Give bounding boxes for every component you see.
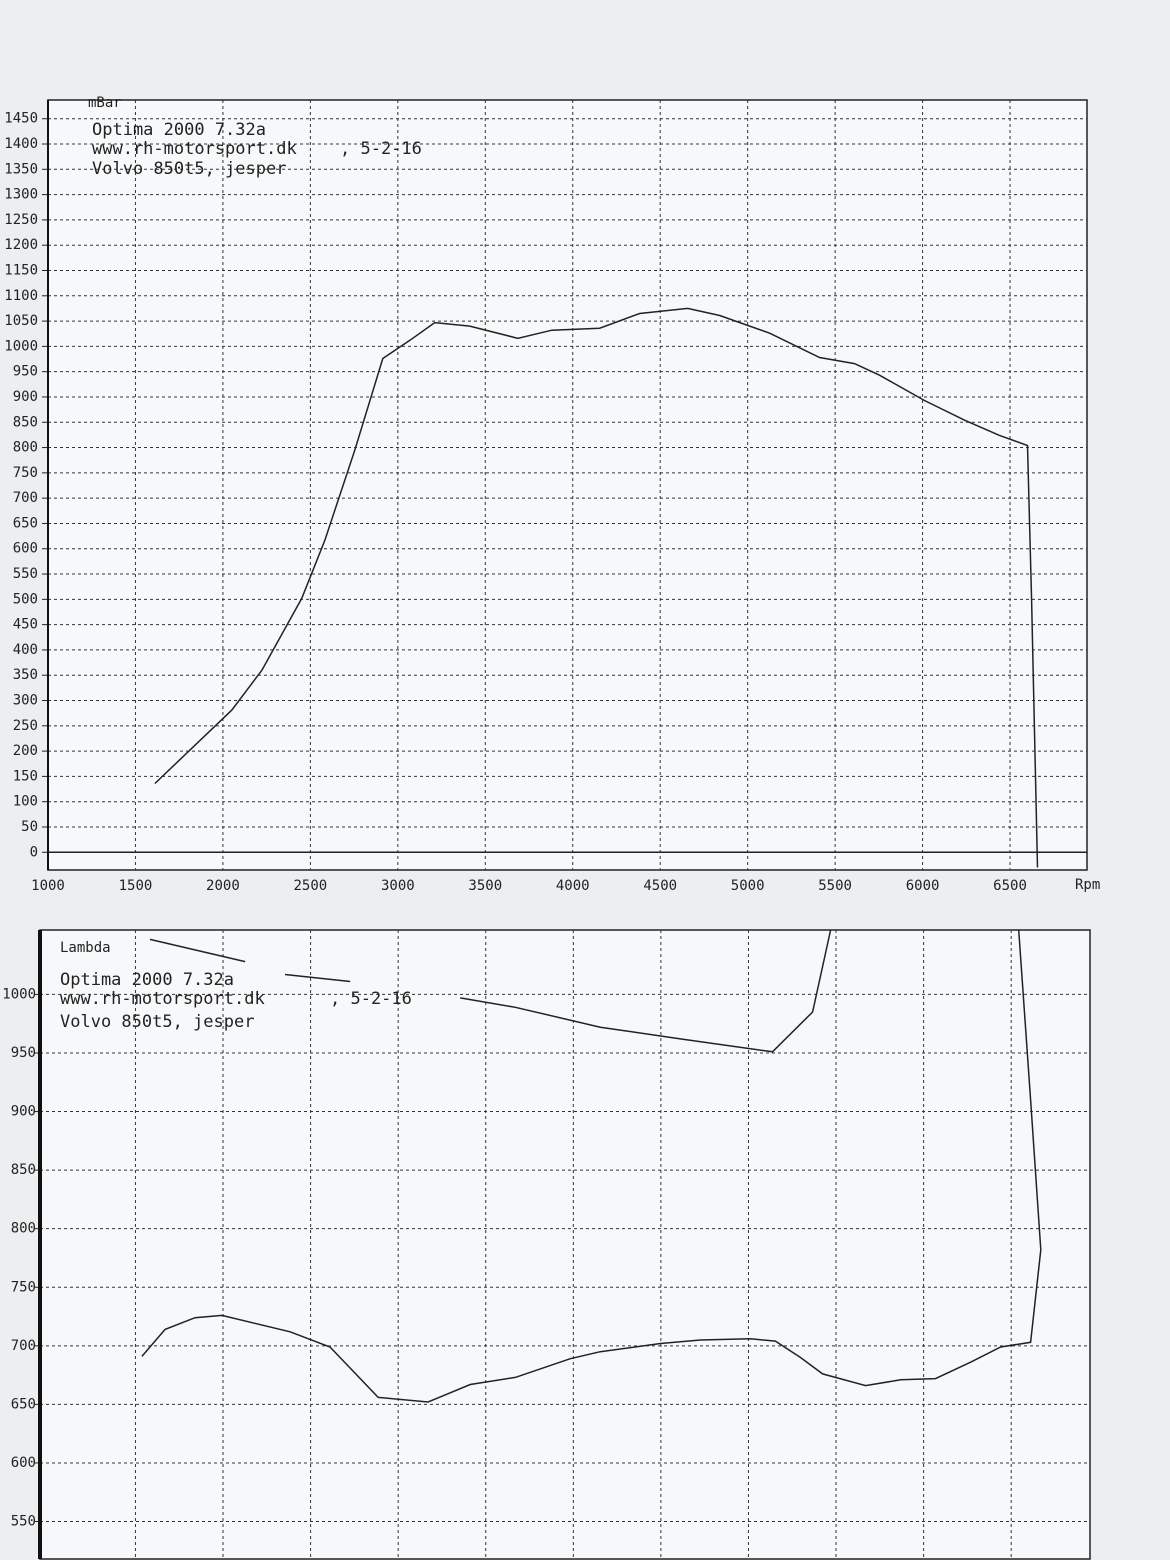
x-tick-label: 6000 <box>906 878 940 894</box>
annotation: , 5-2-16 <box>330 989 412 1009</box>
x-tick-label: 4000 <box>556 878 590 894</box>
x-tick-label: 1000 <box>31 878 65 894</box>
y-tick-label: 600 <box>11 1455 36 1471</box>
annotation: Volvo 850t5, jesper <box>60 1012 254 1032</box>
y-tick-label: 750 <box>13 465 38 481</box>
y-tick-label: 1050 <box>4 313 38 329</box>
y-tick-label: 450 <box>13 617 38 633</box>
y-tick-label: 700 <box>11 1338 36 1354</box>
x-tick-label: 6500 <box>993 878 1027 894</box>
y-tick-label: 1000 <box>2 986 36 1002</box>
y-tick-label: 250 <box>13 718 38 734</box>
annotation: Volvo 850t5, jesper <box>92 159 286 179</box>
x-tick-label: 1500 <box>119 878 153 894</box>
y-tick-label: 350 <box>13 667 38 683</box>
annotation: Optima 2000 7.32a <box>60 970 234 990</box>
x-tick-label: 3000 <box>381 878 415 894</box>
y-tick-label: 400 <box>13 642 38 658</box>
y-tick-label: 900 <box>13 389 38 405</box>
annotation: Optima 2000 7.32a <box>92 120 266 140</box>
y-tick-label: 700 <box>13 490 38 506</box>
plot-frame <box>47 99 1088 871</box>
y-tick-label: 1300 <box>4 187 38 203</box>
y-tick-label: 1100 <box>4 288 38 304</box>
y-tick-label: 650 <box>11 1396 36 1412</box>
y-tick-label: 950 <box>13 364 38 380</box>
y-tick-label: 850 <box>13 414 38 430</box>
y-tick-label: 550 <box>13 566 38 582</box>
y-tick-label: 50 <box>21 819 38 835</box>
y-tick-label: 900 <box>11 1104 36 1120</box>
y-tick-label: 1250 <box>4 212 38 228</box>
y-tick-label: 150 <box>13 768 38 784</box>
x-tick-label: 4500 <box>643 878 677 894</box>
y-tick-label: 500 <box>13 591 38 607</box>
x-tick-label: 3500 <box>468 878 502 894</box>
y-tick-label: 650 <box>13 515 38 531</box>
x-axis-label: Rpm <box>1075 877 1100 893</box>
annotation: , 5-2-16 <box>340 139 422 159</box>
annotation: www.rh-motorsport.dk <box>92 139 297 159</box>
y-tick-label: 950 <box>11 1045 36 1061</box>
y-tick-label: 1200 <box>4 237 38 253</box>
x-tick-label: 2500 <box>294 878 328 894</box>
y-axis-label: mBar <box>88 95 122 111</box>
y-tick-label: 1350 <box>4 161 38 177</box>
y-tick-label: 550 <box>11 1514 36 1530</box>
annotation: www.rh-motorsport.dk <box>60 989 265 1009</box>
y-tick-label: 300 <box>13 693 38 709</box>
x-tick-label: 2000 <box>206 878 240 894</box>
y-tick-label: 1000 <box>4 338 38 354</box>
y-axis-label: Lambda <box>60 940 111 956</box>
y-tick-label: 750 <box>11 1279 36 1295</box>
y-tick-label: 100 <box>13 794 38 810</box>
data-line <box>154 307 1039 868</box>
y-tick-label: 600 <box>13 541 38 557</box>
y-tick-label: 800 <box>13 440 38 456</box>
y-tick-label: 1400 <box>4 136 38 152</box>
y-tick-label: 200 <box>13 743 38 759</box>
plot-frame <box>39 929 1091 1560</box>
x-tick-label: 5500 <box>818 878 852 894</box>
data-line <box>141 929 1042 1403</box>
y-tick-label: 0 <box>30 844 38 860</box>
y-tick-label: 1450 <box>4 111 38 127</box>
x-tick-label: 5000 <box>731 878 765 894</box>
y-tick-label: 800 <box>11 1221 36 1237</box>
y-tick-label: 1150 <box>4 262 38 278</box>
y-tick-label: 850 <box>11 1162 36 1178</box>
